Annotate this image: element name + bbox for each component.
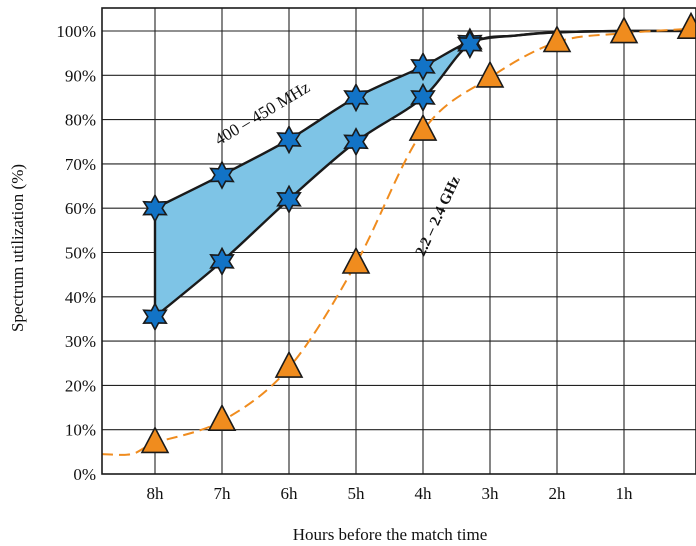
x-tick-8h: 8h	[147, 484, 165, 503]
band-lower-star-5	[457, 29, 483, 60]
orange-marker-5	[475, 60, 505, 88]
orange-marker-4	[408, 113, 438, 141]
y-tick-100%: 100%	[56, 22, 96, 41]
orange-marker-8	[676, 11, 696, 40]
x-tick-4h: 4h	[415, 484, 433, 503]
band-lower-star-2	[276, 184, 302, 215]
y-axis-label: Spectrum utilization (%)	[8, 164, 27, 332]
y-tick-10%: 10%	[65, 421, 96, 440]
orange-marker-2	[274, 350, 304, 378]
y-tick-30%: 30%	[65, 332, 96, 351]
band-upper-star-3	[343, 82, 369, 113]
y-tick-0%: 0%	[73, 465, 96, 484]
band-lower-star-4	[410, 82, 436, 113]
x-tick-labels: 8h 7h 6h 5h 4h 3h 2h 1h	[147, 484, 634, 503]
orange-marker-7	[609, 16, 639, 44]
series-2.2-2.4ghz-label: 2.2 – 2.4 GHz	[413, 174, 464, 259]
y-tick-60%: 60%	[65, 199, 96, 218]
markers	[140, 11, 696, 454]
y-tick-20%: 20%	[65, 376, 96, 395]
x-tick-6h: 6h	[281, 484, 299, 503]
band-upper-star-2	[276, 124, 302, 155]
x-axis-label: Hours before the match time	[293, 525, 488, 544]
x-tick-7h: 7h	[214, 484, 232, 503]
y-tick-80%: 80%	[65, 111, 96, 130]
y-tick-90%: 90%	[65, 66, 96, 85]
y-tick-40%: 40%	[65, 288, 96, 307]
band-upper-star-0	[142, 193, 168, 223]
band-upper-star-4	[410, 51, 436, 82]
band-lower-line	[154, 29, 692, 318]
band-lower-star-1	[209, 246, 235, 277]
x-tick-1h: 1h	[616, 484, 634, 503]
band-lower-star-3	[343, 127, 369, 157]
x-tick-3h: 3h	[482, 484, 500, 503]
plot-frame	[101, 7, 696, 475]
orange-marker-3	[341, 246, 371, 274]
orange-marker-1	[207, 403, 237, 432]
x-tick-2h: 2h	[549, 484, 567, 503]
y-tick-50%: 50%	[65, 244, 96, 263]
y-tick-labels: 0% 10% 20% 30% 40% 50% 60% 70% 80% 90% 100%	[56, 22, 96, 484]
band-lower-star-0	[142, 301, 168, 332]
y-tick-70%: 70%	[65, 155, 96, 174]
band-upper-star-1	[209, 160, 235, 190]
orange-marker-6	[542, 25, 572, 53]
x-tick-5h: 5h	[348, 484, 366, 503]
orange-marker-0	[140, 425, 170, 454]
